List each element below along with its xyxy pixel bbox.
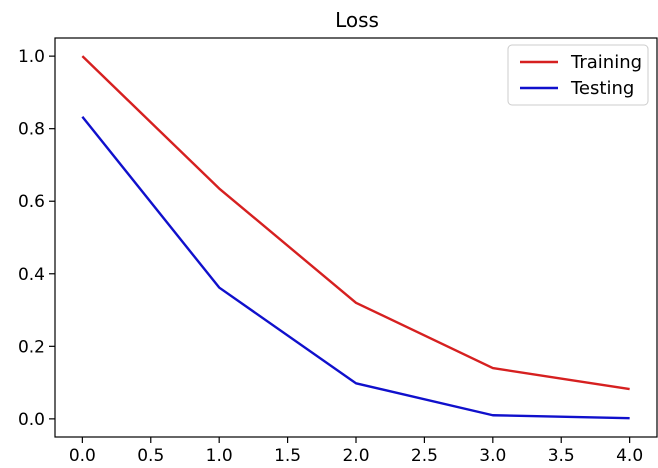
legend-label-testing: Testing <box>570 78 634 99</box>
series-line-training <box>81 55 630 391</box>
y-tick-label: 0.2 <box>18 337 45 357</box>
y-tick-label: 1.0 <box>18 47 45 67</box>
x-tick-label: 4.0 <box>616 446 643 466</box>
y-tick-label: 0.8 <box>18 120 45 140</box>
chart-title: Loss <box>335 8 379 32</box>
x-tick-label: 1.5 <box>274 446 301 466</box>
legend-box <box>507 44 649 106</box>
legend: Training Testing <box>507 44 649 106</box>
y-tick-label: 0.6 <box>18 192 45 212</box>
x-tick-label: 2.0 <box>342 446 369 466</box>
x-tick-label: 0.0 <box>69 446 96 466</box>
x-tick-label: 3.5 <box>548 446 575 466</box>
y-tick-label: 0.0 <box>18 410 45 430</box>
x-tick-label: 2.5 <box>411 446 438 466</box>
y-axis: 0.0 0.2 0.4 0.6 0.8 1.0 <box>18 47 55 430</box>
x-tick-label: 1.0 <box>206 446 233 466</box>
legend-label-training: Training <box>570 52 642 73</box>
x-tick-label: 3.0 <box>479 446 506 466</box>
x-tick-label: 0.5 <box>137 446 164 466</box>
x-axis: 0.0 0.5 1.0 1.5 2.0 2.5 3.0 3.5 4.0 <box>69 437 643 466</box>
y-tick-label: 0.4 <box>18 265 45 285</box>
series-layer <box>81 55 630 420</box>
series-line-testing <box>81 115 630 420</box>
